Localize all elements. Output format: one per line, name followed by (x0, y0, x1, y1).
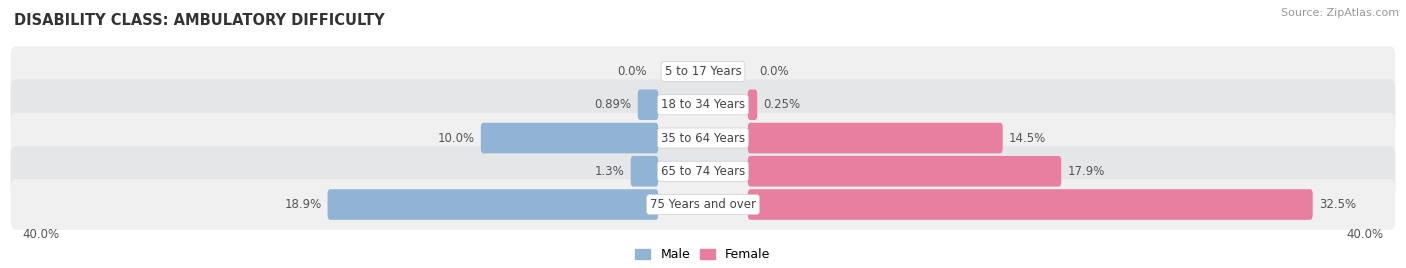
Text: 10.0%: 10.0% (437, 132, 475, 144)
FancyBboxPatch shape (11, 80, 1395, 130)
Text: 32.5%: 32.5% (1319, 198, 1355, 211)
FancyBboxPatch shape (748, 123, 1002, 153)
Text: 0.0%: 0.0% (617, 65, 647, 78)
Text: 18 to 34 Years: 18 to 34 Years (661, 98, 745, 111)
FancyBboxPatch shape (11, 46, 1395, 97)
Text: 0.89%: 0.89% (595, 98, 631, 111)
Text: 1.3%: 1.3% (595, 165, 624, 178)
FancyBboxPatch shape (748, 90, 758, 120)
FancyBboxPatch shape (11, 179, 1395, 230)
Text: 5 to 17 Years: 5 to 17 Years (665, 65, 741, 78)
FancyBboxPatch shape (328, 189, 658, 220)
Text: 18.9%: 18.9% (284, 198, 322, 211)
FancyBboxPatch shape (748, 156, 1062, 187)
Text: 75 Years and over: 75 Years and over (650, 198, 756, 211)
FancyBboxPatch shape (748, 189, 1313, 220)
Legend: Male, Female: Male, Female (636, 248, 770, 261)
Text: 40.0%: 40.0% (1346, 228, 1384, 241)
Text: 35 to 64 Years: 35 to 64 Years (661, 132, 745, 144)
FancyBboxPatch shape (11, 146, 1395, 196)
FancyBboxPatch shape (481, 123, 658, 153)
Text: 40.0%: 40.0% (22, 228, 60, 241)
FancyBboxPatch shape (631, 156, 658, 187)
Text: Source: ZipAtlas.com: Source: ZipAtlas.com (1281, 8, 1399, 18)
FancyBboxPatch shape (638, 90, 658, 120)
Text: 14.5%: 14.5% (1008, 132, 1046, 144)
Text: 65 to 74 Years: 65 to 74 Years (661, 165, 745, 178)
Text: 0.0%: 0.0% (759, 65, 789, 78)
Text: DISABILITY CLASS: AMBULATORY DIFFICULTY: DISABILITY CLASS: AMBULATORY DIFFICULTY (14, 13, 385, 28)
FancyBboxPatch shape (11, 113, 1395, 163)
Text: 17.9%: 17.9% (1067, 165, 1105, 178)
Text: 0.25%: 0.25% (763, 98, 800, 111)
